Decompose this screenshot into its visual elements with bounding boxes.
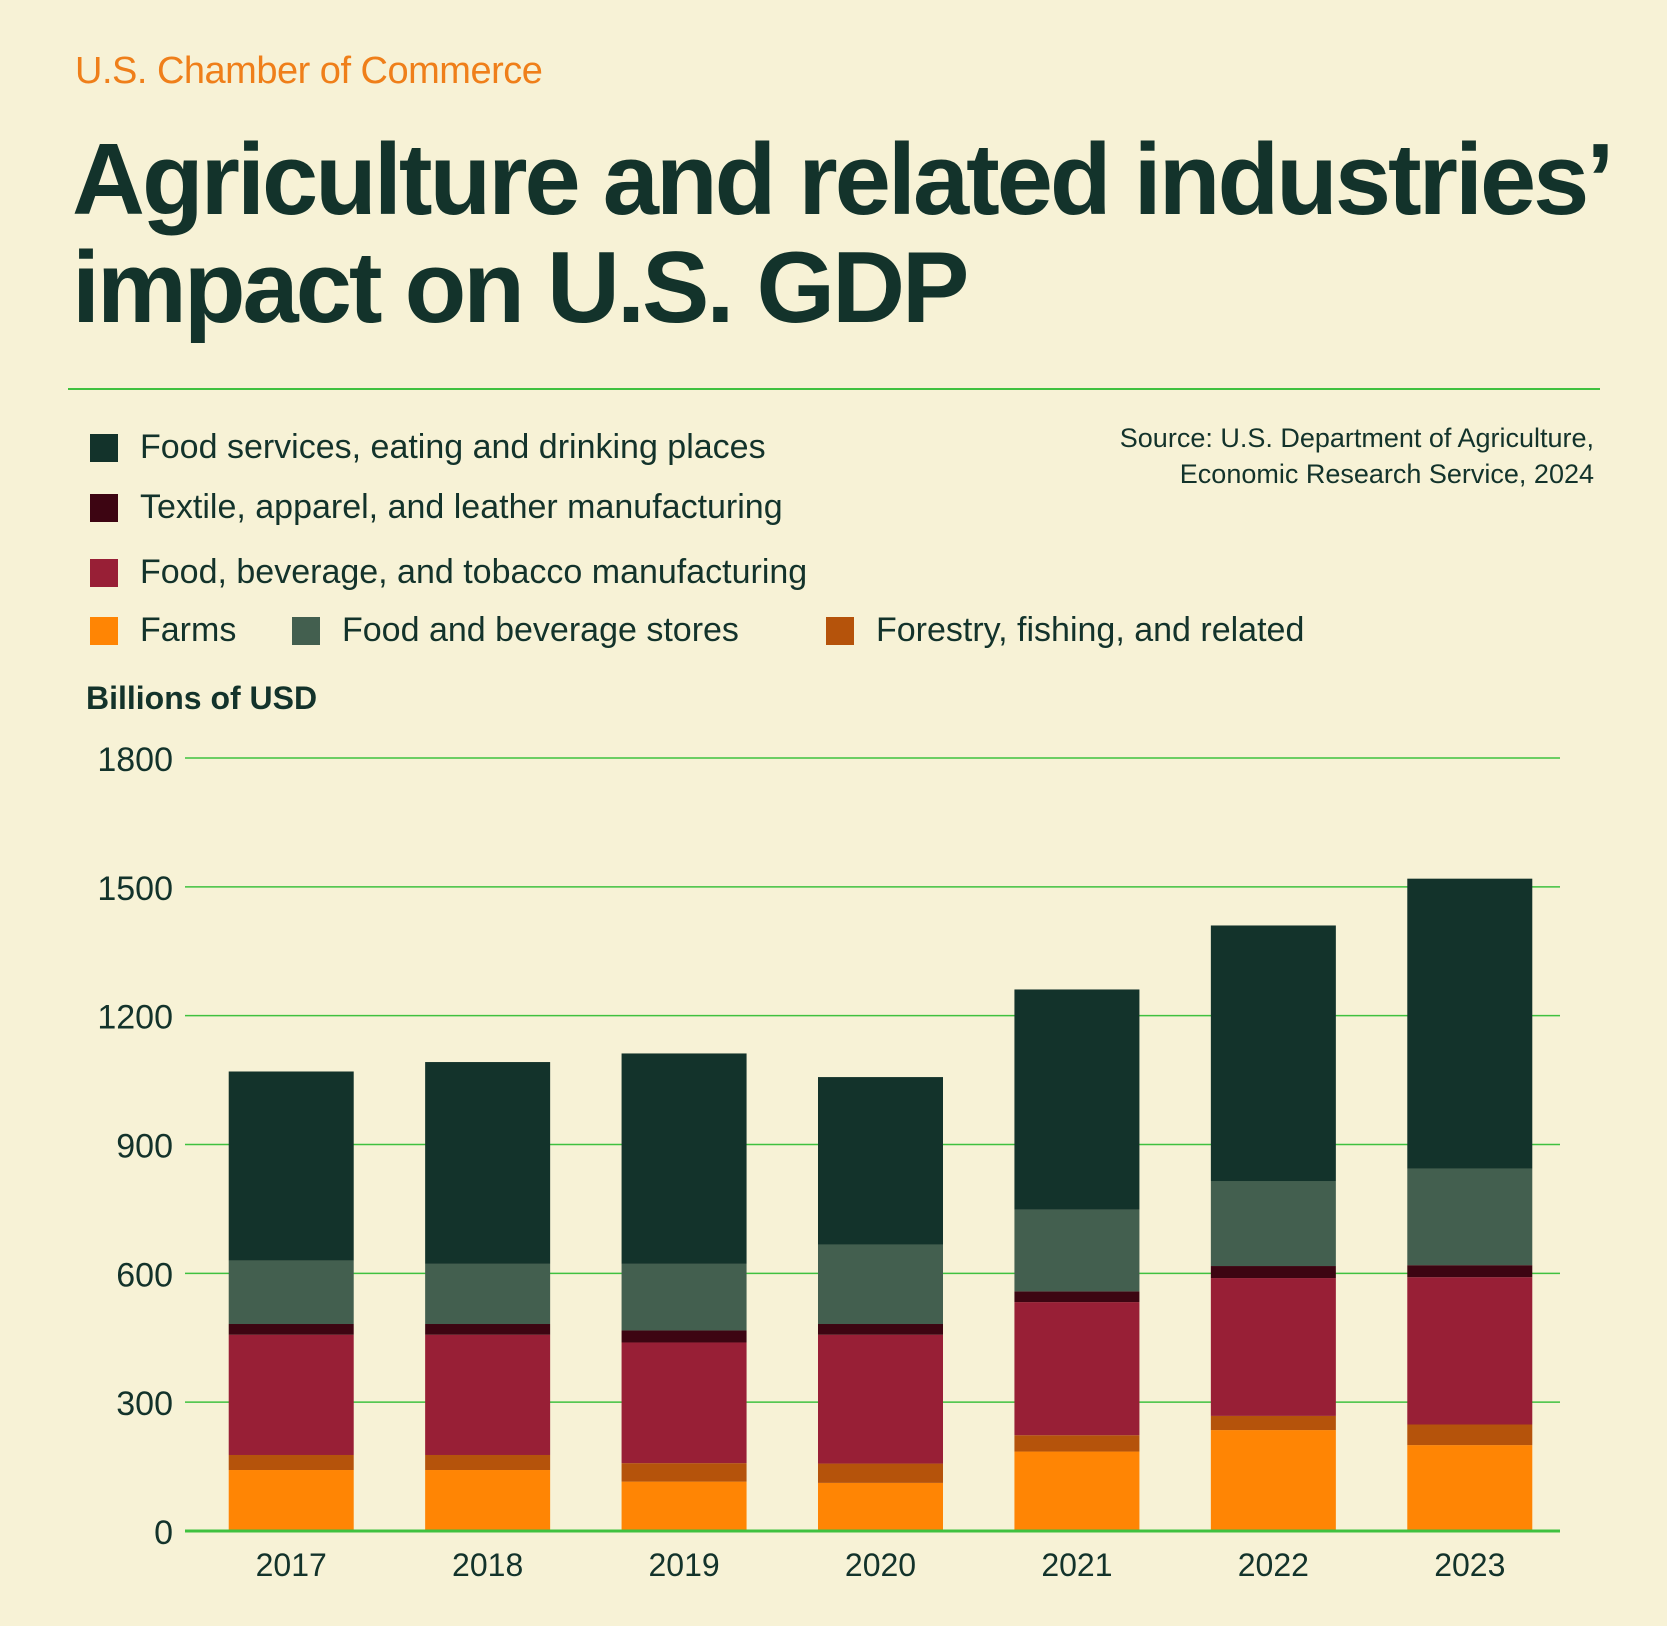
bar-segment-2018-forestry-fishing-and-related bbox=[425, 1454, 551, 1471]
bar-segment-2017-forestry-fishing-and-related bbox=[228, 1454, 354, 1471]
legend-item-food-stores: Food and beverage stores bbox=[292, 611, 739, 650]
legend-swatch-food-services bbox=[90, 433, 118, 462]
bar-segment-2018-food-services-eating-and-drinking-places bbox=[425, 1062, 551, 1264]
x-tick-label-2022: 2022 bbox=[1238, 1547, 1309, 1583]
legend-item-forestry: Forestry, fishing, and related bbox=[826, 611, 1304, 650]
bar-segment-2019-food-beverage-and-tobacco-manufacturing bbox=[621, 1342, 747, 1464]
legend-swatch-farms bbox=[90, 616, 118, 645]
x-tick-label-2023: 2023 bbox=[1434, 1547, 1505, 1583]
bar-segment-2021-forestry-fishing-and-related bbox=[1014, 1435, 1140, 1452]
bar-segment-2020-food-beverage-and-tobacco-manufacturing bbox=[818, 1334, 943, 1464]
bar-segment-2022-forestry-fishing-and-related bbox=[1210, 1415, 1336, 1431]
bar-segment-2018-farms bbox=[425, 1470, 551, 1531]
bar-segment-2020-textile-apparel-and-leather-manufacturing bbox=[818, 1324, 943, 1335]
legend-label-textile: Textile, apparel, and leather manufactur… bbox=[140, 488, 783, 526]
title-divider bbox=[68, 388, 1600, 390]
legend-label-food-manufacturing: Food, beverage, and tobacco manufacturin… bbox=[140, 553, 808, 591]
legend-item-farms: Farms bbox=[90, 611, 236, 650]
y-tick-label-1200: 1200 bbox=[97, 999, 173, 1037]
legend-label-forestry: Forestry, fishing, and related bbox=[876, 611, 1305, 649]
legend-item-food-manufacturing: Food, beverage, and tobacco manufacturin… bbox=[90, 553, 807, 592]
bar-segment-2021-food-services-eating-and-drinking-places bbox=[1014, 989, 1140, 1210]
x-tick-label-2019: 2019 bbox=[648, 1547, 719, 1583]
bar-segment-2017-food-services-eating-and-drinking-places bbox=[228, 1071, 354, 1261]
source-line-1: Source: U.S. Department of Agriculture, bbox=[1119, 423, 1594, 453]
bar-segment-2021-textile-apparel-and-leather-manufacturing bbox=[1014, 1291, 1140, 1303]
bar-segment-2017-farms bbox=[228, 1470, 354, 1531]
bar-segment-2021-food-and-beverage-stores bbox=[1014, 1209, 1140, 1292]
bar-segment-2023-food-beverage-and-tobacco-manufacturing bbox=[1407, 1277, 1533, 1425]
y-tick-label-1500: 1500 bbox=[97, 870, 173, 908]
y-tick-label-0: 0 bbox=[154, 1514, 173, 1552]
source-note: Source: U.S. Department of Agriculture, … bbox=[894, 420, 1594, 492]
bar-segment-2021-food-beverage-and-tobacco-manufacturing bbox=[1014, 1302, 1140, 1436]
bar-segment-2022-farms bbox=[1210, 1430, 1336, 1531]
bar-segment-2022-food-services-eating-and-drinking-places bbox=[1210, 925, 1336, 1182]
x-tick-label-2020: 2020 bbox=[845, 1547, 916, 1583]
legend-item-food-services: Food services, eating and drinking place… bbox=[90, 428, 766, 467]
bar-segment-2017-food-beverage-and-tobacco-manufacturing bbox=[228, 1334, 354, 1455]
y-tick-label-1800: 1800 bbox=[97, 741, 173, 779]
legend-label-food-stores: Food and beverage stores bbox=[342, 611, 739, 649]
legend-label-farms: Farms bbox=[140, 611, 237, 649]
legend-swatch-food-manufacturing bbox=[90, 558, 118, 587]
legend-swatch-forestry bbox=[826, 616, 854, 645]
bar-segment-2019-food-and-beverage-stores bbox=[621, 1263, 747, 1331]
legend-swatch-textile bbox=[90, 493, 118, 522]
bar-segment-2019-textile-apparel-and-leather-manufacturing bbox=[621, 1330, 747, 1343]
x-tick-label-2017: 2017 bbox=[256, 1547, 327, 1583]
y-tick-label-600: 600 bbox=[116, 1256, 173, 1294]
bar-segment-2018-textile-apparel-and-leather-manufacturing bbox=[425, 1324, 551, 1335]
x-tick-label-2021: 2021 bbox=[1041, 1547, 1112, 1583]
bar-segment-2023-food-and-beverage-stores bbox=[1407, 1168, 1533, 1266]
x-tick-label-2018: 2018 bbox=[452, 1547, 523, 1583]
bar-segment-2020-food-services-eating-and-drinking-places bbox=[818, 1077, 943, 1245]
bar-segment-2023-farms bbox=[1407, 1445, 1533, 1531]
bar-segment-2019-farms bbox=[621, 1481, 747, 1531]
bar-segment-2021-farms bbox=[1014, 1451, 1140, 1531]
bar-segment-2023-textile-apparel-and-leather-manufacturing bbox=[1407, 1265, 1533, 1278]
bar-segment-2019-food-services-eating-and-drinking-places bbox=[621, 1053, 747, 1264]
page-title: Agriculture and related industries’ impa… bbox=[72, 124, 1609, 344]
bar-segment-2022-textile-apparel-and-leather-manufacturing bbox=[1210, 1266, 1336, 1279]
bar-segment-2022-food-beverage-and-tobacco-manufacturing bbox=[1210, 1278, 1336, 1416]
brand-name: U.S. Chamber of Commerce bbox=[75, 50, 543, 92]
legend-swatch-food-stores bbox=[292, 616, 320, 645]
bar-segment-2017-textile-apparel-and-leather-manufacturing bbox=[228, 1324, 354, 1335]
y-tick-label-900: 900 bbox=[116, 1128, 173, 1166]
bar-segment-2020-food-and-beverage-stores bbox=[818, 1244, 943, 1325]
bar-segment-2023-forestry-fishing-and-related bbox=[1407, 1424, 1533, 1446]
y-tick-label-300: 300 bbox=[116, 1385, 173, 1423]
bar-segment-2022-food-and-beverage-stores bbox=[1210, 1181, 1336, 1267]
bar-segment-2018-food-and-beverage-stores bbox=[425, 1263, 551, 1325]
legend-label-food-services: Food services, eating and drinking place… bbox=[140, 428, 766, 466]
bar-segment-2023-food-services-eating-and-drinking-places bbox=[1407, 878, 1533, 1169]
source-line-2: Economic Research Service, 2024 bbox=[1179, 459, 1594, 489]
legend-item-textile: Textile, apparel, and leather manufactur… bbox=[90, 488, 783, 527]
bar-segment-2020-farms bbox=[818, 1482, 943, 1531]
bar-segment-2020-forestry-fishing-and-related bbox=[818, 1463, 943, 1483]
bar-segment-2019-forestry-fishing-and-related bbox=[621, 1463, 747, 1482]
bar-segment-2018-food-beverage-and-tobacco-manufacturing bbox=[425, 1334, 551, 1455]
bar-segment-2017-food-and-beverage-stores bbox=[228, 1260, 354, 1325]
y-axis-unit-label: Billions of USD bbox=[86, 680, 318, 716]
